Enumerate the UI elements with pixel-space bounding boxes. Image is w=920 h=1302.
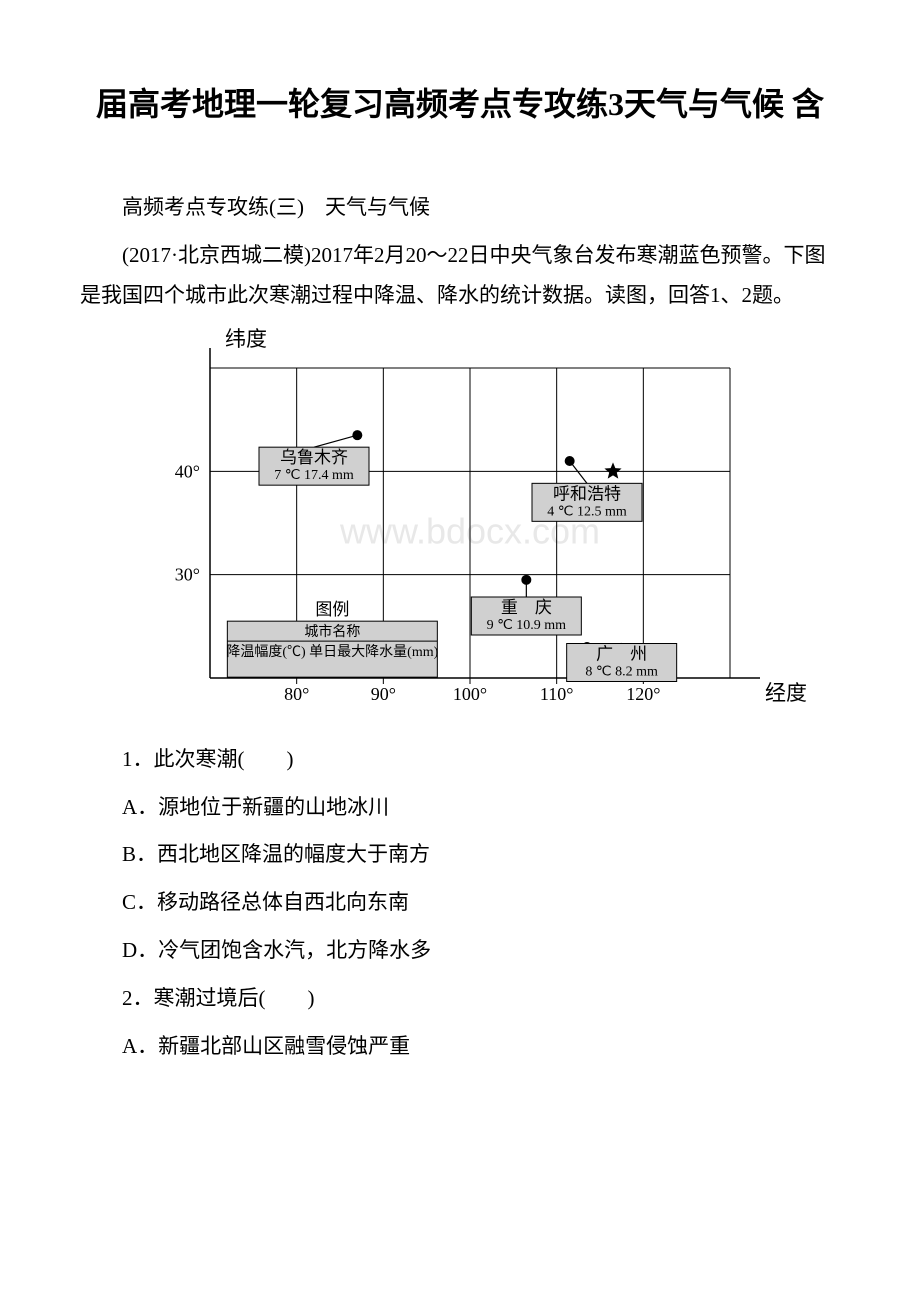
svg-text:100°: 100° <box>453 684 487 704</box>
subtitle: 高频考点专攻练(三) 天气与气候 <box>80 188 840 228</box>
svg-text:呼和浩特: 呼和浩特 <box>553 484 621 503</box>
q1-option-b: B．西北地区降温的幅度大于南方 <box>80 835 840 875</box>
chart-svg: www.bdocx.com80°90°100°110°120°30°40°纬度经… <box>140 328 820 728</box>
svg-text:降温幅度(℃) 单日最大降水量(mm): 降温幅度(℃) 单日最大降水量(mm) <box>226 644 438 660</box>
svg-text:广 州: 广 州 <box>596 644 647 663</box>
svg-text:纬度: 纬度 <box>225 328 267 351</box>
svg-text:110°: 110° <box>540 684 574 704</box>
svg-text:重 庆: 重 庆 <box>501 598 552 617</box>
intro-paragraph: (2017·北京西城二模)2017年2月20～22日中央气象台发布寒潮蓝色预警。… <box>80 236 840 316</box>
q1-option-d: D．冷气团饱含水汽，北方降水多 <box>80 931 840 971</box>
chart-figure: www.bdocx.com80°90°100°110°120°30°40°纬度经… <box>140 328 820 728</box>
svg-text:经度: 经度 <box>765 681 807 705</box>
svg-text:城市名称: 城市名称 <box>304 623 360 640</box>
svg-text:120°: 120° <box>626 684 660 704</box>
svg-text:80°: 80° <box>284 684 309 704</box>
q2-stem: 2．寒潮过境后( ) <box>80 979 840 1019</box>
q2-option-a: A．新疆北部山区融雪侵蚀严重 <box>80 1027 840 1067</box>
svg-text:7 ℃ 17.4 mm: 7 ℃ 17.4 mm <box>274 468 354 483</box>
svg-text:乌鲁木齐: 乌鲁木齐 <box>280 448 348 467</box>
svg-text:40°: 40° <box>175 461 200 481</box>
svg-text:30°: 30° <box>175 564 200 584</box>
svg-text:4 ℃ 12.5 mm: 4 ℃ 12.5 mm <box>547 504 627 519</box>
q1-option-c: C．移动路径总体自西北向东南 <box>80 883 840 923</box>
q1-option-a: A．源地位于新疆的山地冰川 <box>80 788 840 828</box>
svg-text:图例: 图例 <box>315 600 349 619</box>
svg-text:9 ℃ 10.9 mm: 9 ℃ 10.9 mm <box>487 618 567 633</box>
svg-text:90°: 90° <box>371 684 396 704</box>
svg-text:8 ℃ 8.2 mm: 8 ℃ 8.2 mm <box>585 664 658 679</box>
page-title: 届高考地理一轮复习高频考点专攻练3天气与气候 含 <box>80 80 840 128</box>
q1-stem: 1．此次寒潮( ) <box>80 740 840 780</box>
